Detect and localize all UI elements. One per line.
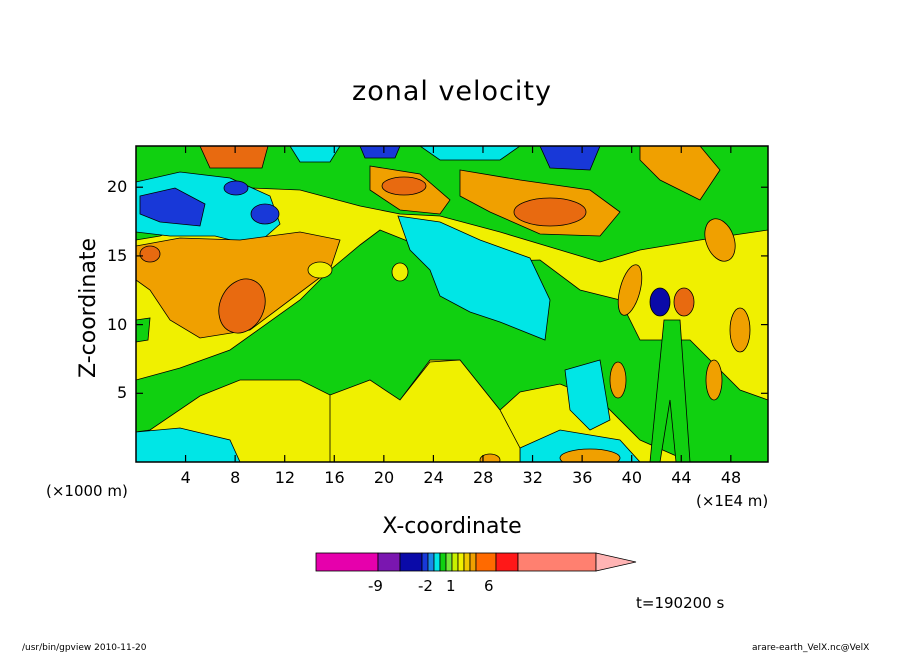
region-right-orange-c: [729, 307, 751, 353]
colorbar-swatch: [463, 552, 471, 572]
x-scale-label: (×1E4 m): [696, 492, 769, 510]
region-bottom-orange-b: [479, 453, 501, 462]
x-tick-label: 48: [720, 468, 742, 487]
region-darkorange-blob: [513, 197, 587, 227]
region-top-blue: [539, 146, 601, 171]
colorbar-swatch: [433, 552, 441, 572]
region-right-orange-d: [705, 359, 723, 401]
region-bottom-cyan: [136, 427, 241, 462]
region-top-cyan-a: [289, 146, 341, 163]
chart-title: zonal velocity: [352, 76, 552, 107]
x-tick-label: 20: [373, 468, 395, 487]
region-top-cyan-b: [419, 146, 521, 161]
region-yellow-spot: [391, 262, 409, 282]
colorbar-swatch: [421, 552, 429, 572]
x-tick-label: 44: [671, 468, 692, 487]
colorbar-tick-label: 6: [484, 577, 494, 595]
region-right-orange-a: [704, 218, 736, 262]
colorbar-swatch: [315, 552, 379, 572]
time-stamp: t=190200 s: [636, 594, 725, 612]
colorbar-swatch: [439, 552, 447, 572]
y-axis-label: Z-coordinate: [76, 238, 101, 378]
y-tick-label: 5: [117, 383, 128, 403]
colorbar-tick-label: -9: [368, 577, 383, 595]
region-bottom-orange: [559, 448, 621, 462]
colorbar-swatch: [475, 552, 497, 572]
colorbar-swatch: [517, 552, 597, 572]
vortex-stem: [649, 319, 691, 462]
region-upperleft-blue: [139, 187, 206, 227]
colorbar-extend-arrow: [595, 552, 637, 572]
x-tick-label: 36: [572, 468, 593, 487]
colorbar-swatch: [427, 552, 435, 572]
x-tick-label: 24: [423, 468, 444, 487]
colorbar-swatch: [457, 552, 465, 572]
x-unit-label: (×1000 m): [46, 482, 128, 500]
region-right-orange-e: [609, 361, 627, 399]
footer-left: /usr/bin/gpview 2010-11-20: [22, 643, 147, 653]
region-left-darkorange-b: [139, 245, 161, 263]
colorbar-tick-label: -2: [418, 577, 433, 595]
region-left-green: [136, 317, 151, 343]
x-tick-label: 16: [324, 468, 345, 487]
colorbar-swatch: [377, 552, 401, 572]
x-tick-label: 4: [180, 468, 191, 487]
region-right-orange-top: [639, 146, 721, 201]
x-axis-label: X-coordinate: [382, 514, 522, 539]
y-tick-label: 15: [107, 245, 128, 265]
colorbar-swatch: [399, 552, 423, 572]
region-top-blue-b: [359, 146, 401, 159]
colorbar-swatch: [445, 552, 453, 572]
vortex-blue: [649, 287, 671, 317]
region-left-darkorange: [218, 278, 266, 334]
y-tick-label: 10: [107, 314, 128, 334]
y-tick-label: 20: [107, 177, 128, 197]
region-darkorange-blob-b: [381, 176, 427, 196]
colorbar-tick-label: 1: [446, 577, 456, 595]
region-right-orange-b: [617, 264, 643, 316]
footer-right: arare-earth_VelX.nc@VelX: [752, 643, 870, 653]
region-bottom-yellow: [329, 359, 521, 462]
region-lowright-cyan: [564, 359, 611, 431]
plot-frame: [135, 145, 769, 463]
colorbar-swatch: [495, 552, 519, 572]
x-tick-label: 12: [274, 468, 296, 487]
region-yellow-spot-b: [307, 261, 333, 279]
vortex-orange: [673, 287, 695, 317]
x-tick-label: 28: [472, 468, 494, 487]
colorbar-swatch: [451, 552, 459, 572]
region-top-orange: [199, 146, 269, 169]
region-blue-blob-b: [223, 180, 249, 196]
x-tick-label: 32: [522, 468, 543, 487]
region-blue-blob-a: [250, 203, 280, 225]
x-tick-label: 40: [621, 468, 643, 487]
x-tick-label: 8: [230, 468, 241, 487]
colorbar: [315, 552, 637, 572]
region-mid-cyan: [397, 215, 551, 341]
colorbar-swatch: [469, 552, 477, 572]
